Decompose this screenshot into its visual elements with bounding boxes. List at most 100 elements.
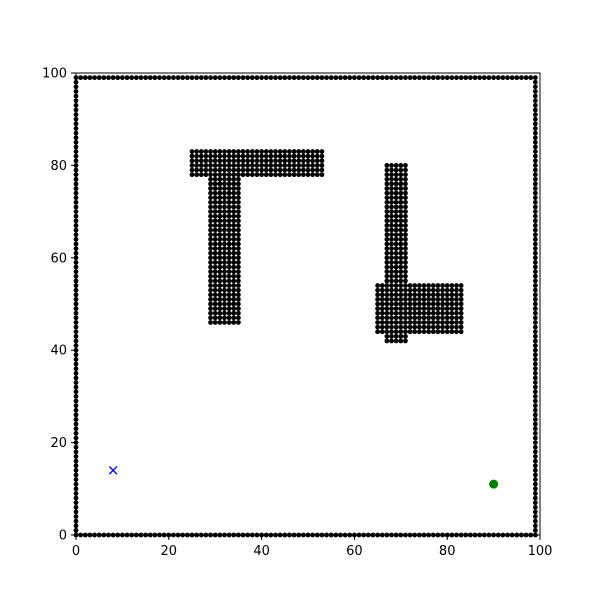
obstacle-point (421, 324, 427, 330)
axis-ticks: 0 20 40 60 80 100 0 20 40 60 80 100 (42, 67, 552, 560)
obstacle-point (226, 75, 232, 81)
obstacle-point (236, 186, 241, 191)
obstacle-point (532, 209, 538, 215)
obstacle-point (454, 329, 459, 335)
obstacle-point (222, 241, 227, 247)
y-tick-label: 0 (59, 529, 67, 544)
obstacle-point (212, 292, 218, 298)
obstacle-point (273, 172, 278, 178)
obstacle-point (481, 75, 487, 81)
obstacle-point (440, 287, 445, 293)
obstacle-point (384, 232, 390, 238)
obstacle-point (375, 287, 380, 293)
obstacle-point (435, 287, 441, 293)
obstacle-point (384, 167, 390, 173)
obstacle-point (208, 158, 213, 164)
obstacle-point (212, 260, 218, 265)
obstacle-point (398, 301, 404, 307)
obstacle-point (231, 223, 237, 228)
obstacle-point (532, 421, 538, 427)
obstacle-point (226, 149, 232, 154)
obstacle-point (532, 296, 538, 302)
obstacle-point (454, 320, 459, 325)
obstacle-point (532, 158, 538, 164)
obstacle-point (532, 444, 538, 450)
obstacle-point (421, 329, 427, 335)
obstacle-point (449, 329, 455, 335)
obstacle-point (458, 75, 464, 81)
obstacle-point (532, 89, 538, 94)
obstacle-point (384, 241, 390, 247)
obstacle-point (398, 338, 404, 344)
obstacle-point (300, 167, 306, 173)
obstacle-point (532, 518, 538, 524)
obstacle-point (393, 199, 399, 205)
obstacle-point (458, 283, 464, 288)
obstacle-point (393, 310, 399, 316)
obstacle-point (231, 255, 237, 261)
obstacle-point (203, 163, 209, 168)
obstacle-point (319, 149, 325, 154)
obstacle-point (532, 204, 538, 210)
obstacle-point (231, 260, 237, 265)
obstacle-point (236, 232, 241, 238)
obstacle-point (384, 163, 390, 168)
obstacle-point (259, 75, 264, 81)
obstacle-point (231, 163, 237, 168)
obstacle-point (328, 75, 334, 81)
obstacle-point (249, 158, 255, 164)
obstacle-point (477, 75, 483, 81)
obstacle-point (198, 153, 204, 159)
obstacle-point (166, 75, 172, 81)
obstacle-point (236, 273, 241, 279)
obstacle-point (287, 153, 292, 159)
obstacle-point (236, 172, 241, 178)
obstacle-point (226, 181, 232, 187)
obstacle-point (222, 273, 227, 279)
obstacle-point (222, 163, 227, 168)
obstacle-point (403, 232, 408, 238)
obstacle-point (435, 283, 441, 288)
obstacle-point (82, 75, 88, 81)
obstacle-point (444, 329, 450, 335)
obstacle-point (416, 283, 422, 288)
x-tick-label: 60 (346, 544, 363, 559)
obstacle-point (532, 361, 538, 367)
obstacle-point (305, 153, 311, 159)
obstacle-point (231, 232, 237, 238)
obstacle-point (412, 296, 418, 302)
obstacle-point (393, 195, 399, 201)
obstacle-point (217, 260, 223, 265)
obstacle-point (389, 209, 394, 215)
obstacle-point (212, 181, 218, 187)
obstacle-point (532, 435, 538, 441)
obstacle-point (403, 287, 408, 293)
obstacle-point (249, 153, 255, 159)
obstacle-point (532, 403, 538, 409)
obstacle-point (384, 269, 390, 275)
obstacle-point (226, 232, 232, 238)
obstacle-point (426, 283, 432, 288)
obstacle-point (384, 236, 390, 242)
obstacle-point (389, 250, 394, 256)
obstacle-point (398, 260, 404, 265)
obstacle-point (217, 218, 223, 224)
obstacle-point (532, 463, 538, 469)
obstacle-point (226, 246, 232, 251)
obstacle-point (458, 301, 464, 307)
obstacle-point (273, 149, 278, 154)
obstacle-point (532, 246, 538, 251)
obstacle-point (217, 163, 223, 168)
obstacle-point (212, 218, 218, 224)
obstacle-point (444, 315, 450, 321)
obstacle-point (314, 153, 320, 159)
obstacle-point (384, 264, 390, 270)
obstacle-point (379, 315, 385, 321)
obstacle-point (458, 296, 464, 302)
obstacle-point (389, 163, 394, 168)
obstacle-point (231, 269, 237, 275)
obstacle-point (231, 315, 237, 321)
obstacle-point (532, 454, 538, 459)
obstacle-point (532, 213, 538, 219)
